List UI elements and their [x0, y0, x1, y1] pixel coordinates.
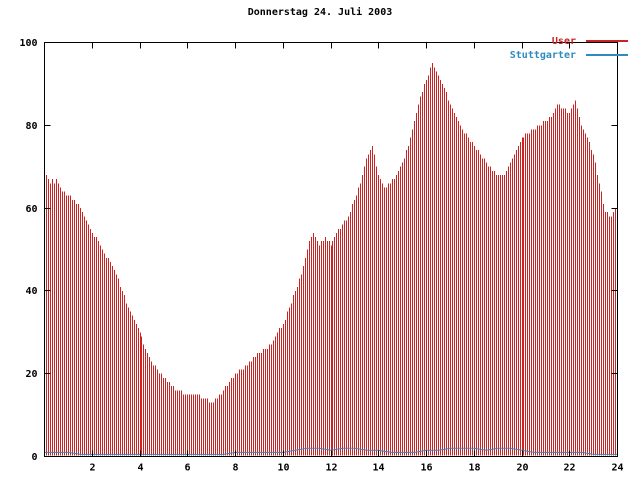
x-tick-label: 14 [372, 463, 384, 474]
chart-title: Donnerstag 24. Juli 2003 [247, 7, 393, 18]
x-tick-label: 22 [563, 463, 575, 474]
legend-label-stuttgarter: Stuttgarter [509, 49, 576, 61]
x-tick-label: 8 [232, 463, 238, 474]
legend-label-user: User [551, 35, 576, 47]
x-tick-label: 20 [516, 463, 528, 474]
x-tick-label: 2 [89, 463, 95, 474]
legend-line-sample-stuttgarter [586, 54, 628, 56]
legend-item-stuttgarter: Stuttgarter [510, 48, 628, 62]
legend: User Stuttgarter [510, 34, 628, 62]
x-tick-label: 18 [468, 463, 480, 474]
legend-line-sample-user [586, 40, 628, 42]
y-tick-label: 60 [25, 204, 37, 215]
x-tick-label: 4 [137, 463, 143, 474]
y-tick-label: 0 [31, 452, 37, 463]
y-tick-label: 40 [25, 286, 37, 297]
x-tick-label: 6 [184, 463, 190, 474]
y-tick-label: 20 [25, 369, 37, 380]
legend-item-user: User [510, 34, 628, 48]
x-tick-label: 10 [277, 463, 289, 474]
x-tick-label: 12 [325, 463, 337, 474]
x-tick-label: 16 [420, 463, 432, 474]
y-tick-label: 100 [19, 38, 37, 49]
y-tick-label: 80 [25, 121, 37, 132]
x-tick-label: 24 [611, 463, 623, 474]
